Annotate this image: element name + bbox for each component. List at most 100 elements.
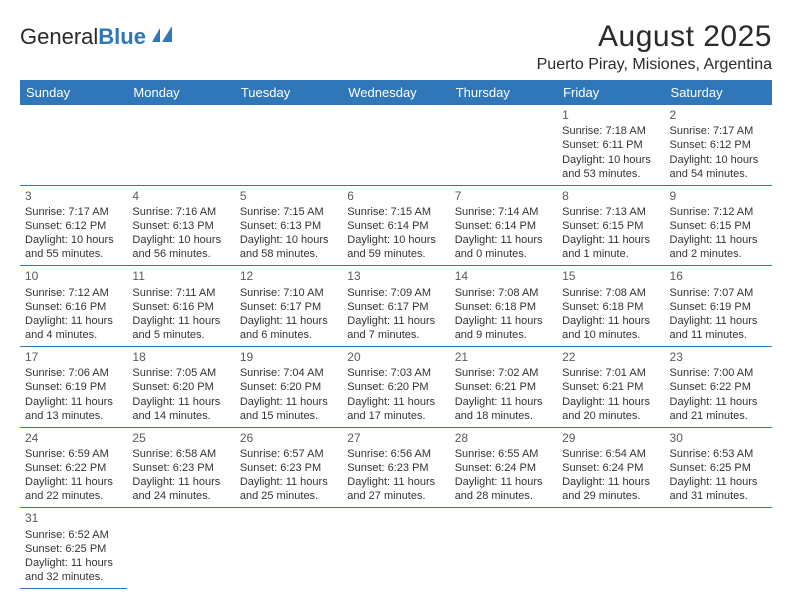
sunset-text: Sunset: 6:23 PM [347, 461, 444, 475]
sunset-text: Sunset: 6:23 PM [240, 461, 337, 475]
calendar-cell: 19Sunrise: 7:04 AMSunset: 6:20 PMDayligh… [235, 347, 342, 428]
daylight-text: Daylight: 11 hours and 14 minutes. [132, 395, 229, 423]
calendar-row: 1Sunrise: 7:18 AMSunset: 6:11 PMDaylight… [20, 105, 772, 185]
sunrise-text: Sunrise: 6:55 AM [455, 447, 552, 461]
calendar-row: 17Sunrise: 7:06 AMSunset: 6:19 PMDayligh… [20, 347, 772, 428]
daylight-text: Daylight: 11 hours and 5 minutes. [132, 314, 229, 342]
calendar-header: SundayMondayTuesdayWednesdayThursdayFrid… [20, 80, 772, 105]
calendar-cell-blank [665, 508, 772, 589]
sunset-text: Sunset: 6:20 PM [132, 380, 229, 394]
daylight-text: Daylight: 11 hours and 11 minutes. [670, 314, 767, 342]
daylight-text: Daylight: 10 hours and 58 minutes. [240, 233, 337, 261]
day-number: 11 [132, 269, 229, 284]
sunset-text: Sunset: 6:21 PM [562, 380, 659, 394]
weekday-header: Sunday [20, 80, 127, 105]
day-number: 19 [240, 350, 337, 365]
logo-text-blue: Blue [98, 24, 146, 50]
calendar-cell: 5Sunrise: 7:15 AMSunset: 6:13 PMDaylight… [235, 185, 342, 266]
day-number: 2 [670, 108, 767, 123]
sunset-text: Sunset: 6:17 PM [347, 300, 444, 314]
sunrise-text: Sunrise: 7:00 AM [670, 366, 767, 380]
calendar-cell: 31Sunrise: 6:52 AMSunset: 6:25 PMDayligh… [20, 508, 127, 589]
sunset-text: Sunset: 6:23 PM [132, 461, 229, 475]
daylight-text: Daylight: 11 hours and 1 minute. [562, 233, 659, 261]
calendar-cell-blank [20, 105, 127, 185]
sunrise-text: Sunrise: 7:15 AM [240, 205, 337, 219]
sunrise-text: Sunrise: 7:11 AM [132, 286, 229, 300]
weekday-header: Tuesday [235, 80, 342, 105]
sunrise-text: Sunrise: 7:04 AM [240, 366, 337, 380]
daylight-text: Daylight: 11 hours and 18 minutes. [455, 395, 552, 423]
day-number: 26 [240, 431, 337, 446]
calendar-cell-blank [450, 105, 557, 185]
sunrise-text: Sunrise: 7:14 AM [455, 205, 552, 219]
calendar-cell-blank [235, 508, 342, 589]
day-number: 10 [25, 269, 122, 284]
sunset-text: Sunset: 6:22 PM [670, 380, 767, 394]
sunset-text: Sunset: 6:20 PM [347, 380, 444, 394]
sunrise-text: Sunrise: 7:09 AM [347, 286, 444, 300]
calendar-cell: 14Sunrise: 7:08 AMSunset: 6:18 PMDayligh… [450, 266, 557, 347]
sunset-text: Sunset: 6:22 PM [25, 461, 122, 475]
day-number: 18 [132, 350, 229, 365]
sunset-text: Sunset: 6:17 PM [240, 300, 337, 314]
calendar-cell-blank [127, 508, 234, 589]
day-number: 3 [25, 189, 122, 204]
calendar-cell: 1Sunrise: 7:18 AMSunset: 6:11 PMDaylight… [557, 105, 664, 185]
sunrise-text: Sunrise: 6:56 AM [347, 447, 444, 461]
calendar-cell: 20Sunrise: 7:03 AMSunset: 6:20 PMDayligh… [342, 347, 449, 428]
sunset-text: Sunset: 6:19 PM [25, 380, 122, 394]
day-number: 22 [562, 350, 659, 365]
sunrise-text: Sunrise: 6:53 AM [670, 447, 767, 461]
sunset-text: Sunset: 6:13 PM [132, 219, 229, 233]
daylight-text: Daylight: 10 hours and 55 minutes. [25, 233, 122, 261]
logo-text-general: General [20, 24, 98, 50]
daylight-text: Daylight: 11 hours and 21 minutes. [670, 395, 767, 423]
daylight-text: Daylight: 11 hours and 6 minutes. [240, 314, 337, 342]
sunset-text: Sunset: 6:21 PM [455, 380, 552, 394]
sunrise-text: Sunrise: 7:18 AM [562, 124, 659, 138]
sunrise-text: Sunrise: 7:05 AM [132, 366, 229, 380]
day-number: 8 [562, 189, 659, 204]
day-number: 6 [347, 189, 444, 204]
weekday-header: Saturday [665, 80, 772, 105]
daylight-text: Daylight: 10 hours and 54 minutes. [670, 153, 767, 181]
day-number: 15 [562, 269, 659, 284]
day-number: 1 [562, 108, 659, 123]
calendar-body: 1Sunrise: 7:18 AMSunset: 6:11 PMDaylight… [20, 105, 772, 589]
calendar-cell: 18Sunrise: 7:05 AMSunset: 6:20 PMDayligh… [127, 347, 234, 428]
calendar-cell-blank [342, 508, 449, 589]
calendar-cell: 15Sunrise: 7:08 AMSunset: 6:18 PMDayligh… [557, 266, 664, 347]
sunrise-text: Sunrise: 7:12 AM [670, 205, 767, 219]
daylight-text: Daylight: 10 hours and 59 minutes. [347, 233, 444, 261]
day-number: 28 [455, 431, 552, 446]
calendar-cell: 26Sunrise: 6:57 AMSunset: 6:23 PMDayligh… [235, 427, 342, 508]
sunset-text: Sunset: 6:18 PM [455, 300, 552, 314]
sunrise-text: Sunrise: 7:10 AM [240, 286, 337, 300]
calendar-cell: 6Sunrise: 7:15 AMSunset: 6:14 PMDaylight… [342, 185, 449, 266]
sunrise-text: Sunrise: 6:52 AM [25, 528, 122, 542]
daylight-text: Daylight: 11 hours and 15 minutes. [240, 395, 337, 423]
daylight-text: Daylight: 11 hours and 13 minutes. [25, 395, 122, 423]
daylight-text: Daylight: 11 hours and 2 minutes. [670, 233, 767, 261]
day-number: 16 [670, 269, 767, 284]
calendar-cell: 8Sunrise: 7:13 AMSunset: 6:15 PMDaylight… [557, 185, 664, 266]
calendar-cell: 23Sunrise: 7:00 AMSunset: 6:22 PMDayligh… [665, 347, 772, 428]
calendar-cell-blank [235, 105, 342, 185]
day-number: 29 [562, 431, 659, 446]
sunrise-text: Sunrise: 7:16 AM [132, 205, 229, 219]
calendar-cell: 3Sunrise: 7:17 AMSunset: 6:12 PMDaylight… [20, 185, 127, 266]
calendar-row: 31Sunrise: 6:52 AMSunset: 6:25 PMDayligh… [20, 508, 772, 589]
daylight-text: Daylight: 10 hours and 56 minutes. [132, 233, 229, 261]
day-number: 4 [132, 189, 229, 204]
location-subtitle: Puerto Piray, Misiones, Argentina [537, 56, 772, 74]
weekday-header: Thursday [450, 80, 557, 105]
sunset-text: Sunset: 6:14 PM [347, 219, 444, 233]
month-title: August 2025 [537, 20, 772, 54]
calendar-row: 10Sunrise: 7:12 AMSunset: 6:16 PMDayligh… [20, 266, 772, 347]
title-block: August 2025 Puerto Piray, Misiones, Arge… [537, 20, 772, 74]
daylight-text: Daylight: 11 hours and 4 minutes. [25, 314, 122, 342]
calendar-cell: 21Sunrise: 7:02 AMSunset: 6:21 PMDayligh… [450, 347, 557, 428]
weekday-header: Wednesday [342, 80, 449, 105]
calendar-cell-blank [342, 105, 449, 185]
